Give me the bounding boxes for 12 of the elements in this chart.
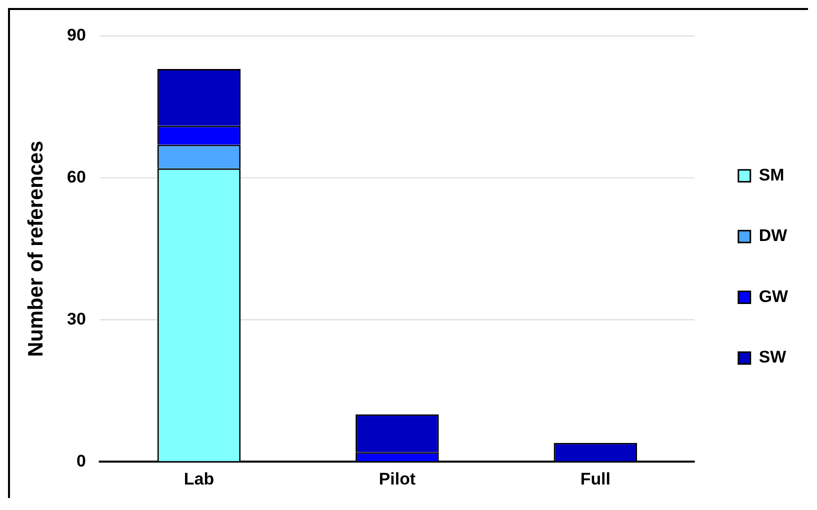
y-tick-label: 60 bbox=[67, 168, 86, 187]
y-tick-label: 90 bbox=[67, 26, 86, 45]
x-tick-label: Full bbox=[580, 470, 610, 489]
legend-label: GW bbox=[758, 287, 788, 306]
y-tick-label: 30 bbox=[67, 309, 86, 328]
x-tick-label: Pilot bbox=[378, 470, 416, 489]
y-tick-label: 0 bbox=[76, 451, 86, 470]
legend-label: SW bbox=[758, 348, 786, 367]
y-axis-title: Number of references bbox=[24, 140, 48, 357]
legend-label: SM bbox=[758, 166, 784, 184]
legend-label: DW bbox=[758, 226, 788, 246]
x-tick-label: Lab bbox=[184, 470, 214, 489]
